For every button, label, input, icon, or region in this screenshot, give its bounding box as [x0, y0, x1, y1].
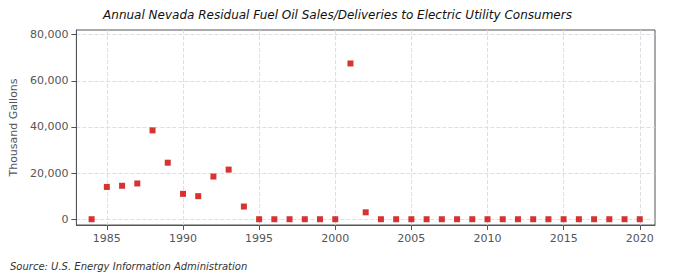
svg-text:2000: 2000	[321, 232, 349, 245]
svg-text:60,000: 60,000	[30, 74, 69, 87]
svg-text:Thousand Gallons: Thousand Gallons	[7, 78, 20, 177]
svg-text:1985: 1985	[93, 232, 121, 245]
svg-text:1990: 1990	[169, 232, 197, 245]
svg-text:Annual Nevada Residual Fuel Oi: Annual Nevada Residual Fuel Oil Sales/De…	[102, 8, 572, 22]
svg-text:2020: 2020	[626, 232, 654, 245]
svg-text:Source: U.S. Energy Informatio: Source: U.S. Energy Information Administ…	[10, 261, 247, 272]
svg-text:80,000: 80,000	[30, 28, 69, 41]
svg-text:40,000: 40,000	[30, 120, 69, 133]
svg-text:0: 0	[61, 213, 68, 226]
svg-text:20,000: 20,000	[30, 167, 69, 180]
svg-text:2005: 2005	[397, 232, 425, 245]
svg-text:2015: 2015	[550, 232, 578, 245]
svg-text:2010: 2010	[474, 232, 502, 245]
svg-text:1995: 1995	[245, 232, 273, 245]
